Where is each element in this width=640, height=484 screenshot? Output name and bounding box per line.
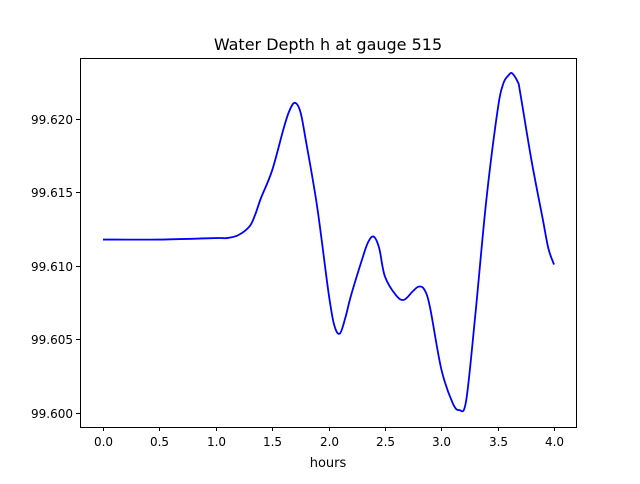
series-group [102,72,555,413]
y-tick-label: 99.600 [31,407,73,421]
x-tick-label: 0.5 [150,435,169,449]
y-tick-label: 99.615 [31,186,73,200]
y-tick-label: 99.610 [31,260,73,274]
axes-frame [80,58,577,428]
x-axis-label: hours [310,456,347,471]
chart-title: Water Depth h at gauge 515 [214,35,442,54]
y-tick-label: 99.620 [31,113,73,127]
x-tick-label: 2.5 [376,435,395,449]
x-tick-label: 0.0 [94,435,113,449]
y-axis: 99.600 99.605 99.610 99.615 99.620 [31,113,80,421]
x-tick-label: 4.0 [545,435,564,449]
x-tick-label: 1.0 [207,435,226,449]
x-tick-label: 3.0 [432,435,451,449]
y-tick-label: 99.605 [31,333,73,347]
x-tick-label: 1.5 [263,435,282,449]
x-tick-label: 2.0 [320,435,339,449]
x-axis: 0.0 0.5 1.0 1.5 2.0 2.5 3.0 3.5 4.0 [94,427,564,449]
series-line-h [102,72,555,413]
x-tick-label: 3.5 [489,435,508,449]
